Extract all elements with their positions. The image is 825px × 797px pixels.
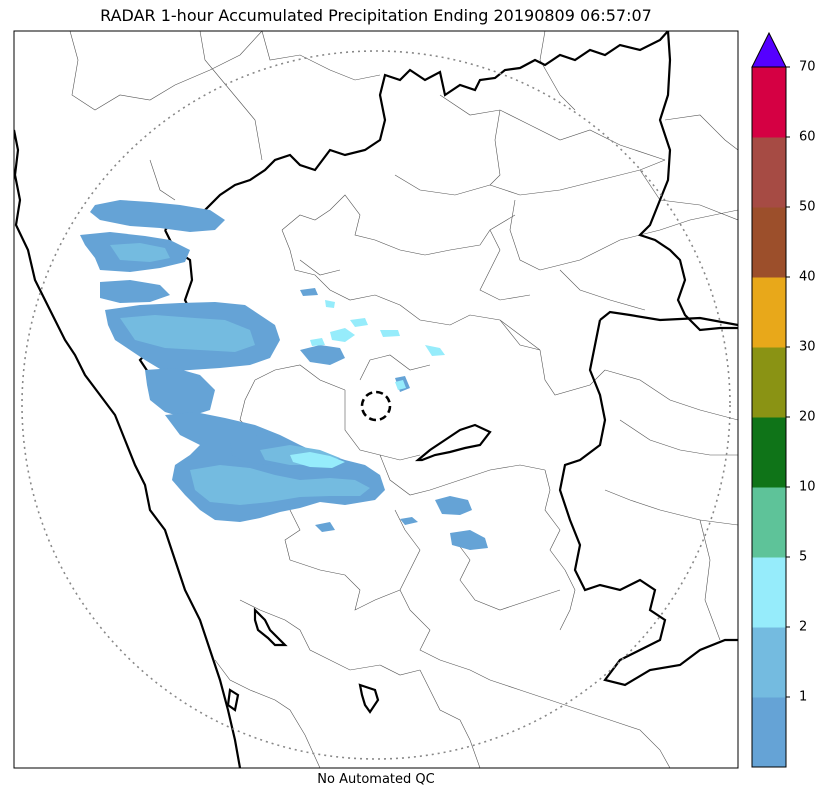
colorbar-tick-label: 40 xyxy=(799,269,816,285)
colorbar-tick-label: 30 xyxy=(799,339,816,355)
state-borders xyxy=(14,31,738,768)
map-frame xyxy=(13,30,739,769)
colorbar-tick-label: 50 xyxy=(799,199,816,215)
qc-footnote: No Automated QC xyxy=(317,772,435,787)
colorbar-band xyxy=(752,627,786,698)
colorbar-tick-label: 60 xyxy=(799,129,816,145)
precip-echoes xyxy=(80,200,488,550)
colorbar-tick-label: 70 xyxy=(799,59,816,75)
colorbar-band xyxy=(752,207,786,278)
colorbar xyxy=(751,31,790,768)
radar-site-marker xyxy=(360,390,392,422)
district-borders xyxy=(69,31,738,768)
colorbar-extend-arrow xyxy=(751,31,787,68)
colorbar-band xyxy=(752,347,786,418)
colorbar-tick-label: 2 xyxy=(799,619,808,635)
colorbar-tick-label: 1 xyxy=(799,689,808,705)
colorbar-band xyxy=(752,67,786,138)
map-content xyxy=(14,31,738,768)
colorbar-tick-label: 10 xyxy=(799,479,816,495)
colorbar-band xyxy=(752,277,786,348)
colorbar-band xyxy=(752,557,786,628)
colorbar-band xyxy=(752,137,786,208)
colorbar-tick-label: 20 xyxy=(799,409,816,425)
map-title: RADAR 1-hour Accumulated Precipitation E… xyxy=(100,6,652,25)
colorbar-band xyxy=(752,487,786,558)
colorbar-tick-label: 5 xyxy=(799,549,808,565)
colorbar-band xyxy=(752,697,786,768)
colorbar-band xyxy=(752,417,786,488)
range-ring xyxy=(21,50,731,760)
